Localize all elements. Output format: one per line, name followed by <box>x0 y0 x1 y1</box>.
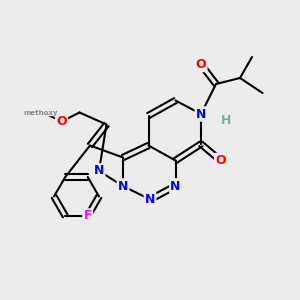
Text: N: N <box>170 179 181 193</box>
Text: O: O <box>56 115 67 128</box>
Text: N: N <box>94 164 104 178</box>
Text: N: N <box>196 107 206 121</box>
Text: methoxy: methoxy <box>23 110 58 116</box>
Text: O: O <box>196 58 206 71</box>
Text: F: F <box>83 209 92 223</box>
Text: N: N <box>145 193 155 206</box>
Text: O: O <box>215 154 226 167</box>
Text: N: N <box>118 179 128 193</box>
Text: H: H <box>221 113 232 127</box>
